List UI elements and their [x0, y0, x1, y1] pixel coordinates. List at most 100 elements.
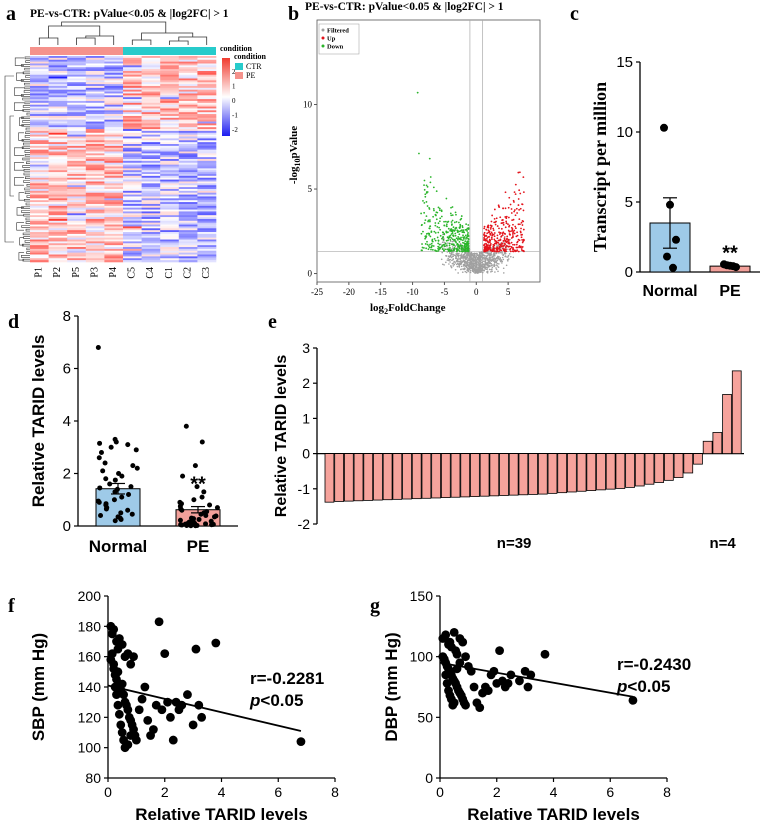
down-point [451, 243, 454, 246]
up-point [488, 239, 491, 242]
heatmap-cell [178, 260, 198, 263]
heatmap-cell [123, 258, 142, 261]
heatmap-cell [178, 80, 198, 83]
heatmap-cell [85, 67, 105, 70]
heatmap-cell [178, 127, 198, 130]
heatmap-cell [85, 211, 105, 214]
heatmap-cell [197, 247, 217, 250]
heatmap-cell [104, 129, 124, 132]
fit-line [439, 661, 634, 698]
heatmap-cell [141, 115, 161, 119]
heatmap-cell [141, 175, 161, 179]
down-point [456, 231, 459, 233]
heatmap-cell [30, 241, 49, 244]
heatmap-cell [48, 87, 68, 91]
volcano-ytick-label: 0 [308, 269, 313, 279]
heatmap-cell [85, 147, 105, 150]
filtered-point [481, 254, 484, 256]
heatmap-cell [123, 235, 142, 238]
down-point [436, 211, 439, 214]
heatmap-cell [141, 173, 161, 177]
heatmap-cell [160, 130, 180, 134]
filtered-point [464, 257, 466, 260]
heatmap-cell [48, 127, 68, 130]
filtered-point [451, 246, 454, 248]
heatmap-cell [141, 130, 161, 134]
scatter-xlabel: Relative TARID levels [467, 805, 640, 824]
heatmap-cell [160, 110, 180, 113]
down-point [435, 218, 438, 221]
heatmap-cell [30, 202, 49, 205]
heatmap-cell [104, 110, 124, 113]
volcano-title: PE-vs-CTR: pValue<0.05 & |log2FC| > 1 [305, 1, 504, 13]
heatmap-cell [141, 89, 161, 92]
heatmap-cell [160, 117, 180, 120]
up-point [490, 236, 493, 239]
heatmap-cell [160, 160, 180, 164]
heatmap-cell [141, 93, 161, 96]
heatmap-cell [178, 70, 198, 74]
heatmap-cell [178, 87, 198, 91]
down-point [429, 243, 431, 246]
heatmap-cell [85, 168, 105, 171]
heatmap-cell [197, 177, 217, 180]
heatmap-cell [48, 207, 68, 210]
down-point [441, 248, 444, 250]
down-point [455, 237, 458, 240]
up-point [500, 222, 503, 224]
heatmap-cell [67, 102, 87, 105]
heatmap-cell [67, 115, 87, 119]
down-point [447, 227, 450, 230]
heatmap-cell [197, 93, 217, 96]
down-point [429, 219, 431, 221]
heatmap-cell [160, 247, 180, 250]
heatmap-cell [85, 205, 105, 208]
heatmap-cell [160, 104, 180, 107]
heatmap-cell [160, 200, 180, 203]
heatmap-cell [178, 241, 198, 244]
heatmap-cell [48, 99, 68, 102]
scatter-point [540, 649, 550, 659]
heatmap-cell [160, 93, 180, 96]
heatmap-cell [67, 70, 87, 74]
heatmap-cell [178, 69, 198, 72]
condition-legend-swatch [235, 72, 243, 79]
heatmap-cell [178, 209, 198, 212]
heatmap-cell [85, 209, 105, 212]
heatmap-cell [123, 145, 142, 149]
scatter-point [461, 652, 470, 662]
filtered-point [482, 269, 485, 272]
heatmap-cell [123, 192, 142, 195]
heatmap-cell [197, 65, 217, 68]
heatmap-cell [104, 235, 124, 238]
down-point [423, 179, 426, 182]
filtered-point [450, 264, 452, 267]
heatmap-cell [104, 115, 124, 119]
heatmap-cell [104, 218, 124, 222]
up-point [485, 238, 488, 240]
heatmap-cell [141, 91, 161, 94]
filtered-point [491, 259, 494, 262]
up-point [521, 203, 524, 206]
heatmap-cell [178, 144, 198, 147]
heatmap-cell [104, 177, 124, 180]
heatmap-cell [178, 108, 198, 111]
heatmap-cell [123, 142, 142, 145]
heatmap-cell [123, 209, 142, 212]
heatmap-cell [85, 215, 105, 218]
heatmap-cell [67, 203, 87, 207]
waterfall-ytick-label: 3 [302, 340, 310, 356]
filtered-point [459, 242, 462, 245]
heatmap-cell [48, 82, 68, 85]
heatmap-cell [48, 192, 68, 195]
up-point [504, 207, 507, 210]
heatmap-cell [197, 56, 217, 59]
down-point [438, 209, 441, 212]
heatmap-cell [123, 117, 142, 120]
heatmap-cell [123, 211, 142, 214]
heatmap-cell [178, 211, 198, 214]
heatmap-cell [104, 228, 124, 231]
heatmap-cell [141, 232, 161, 235]
heatmap-cell [48, 134, 68, 137]
heatmap-cell [178, 217, 198, 220]
